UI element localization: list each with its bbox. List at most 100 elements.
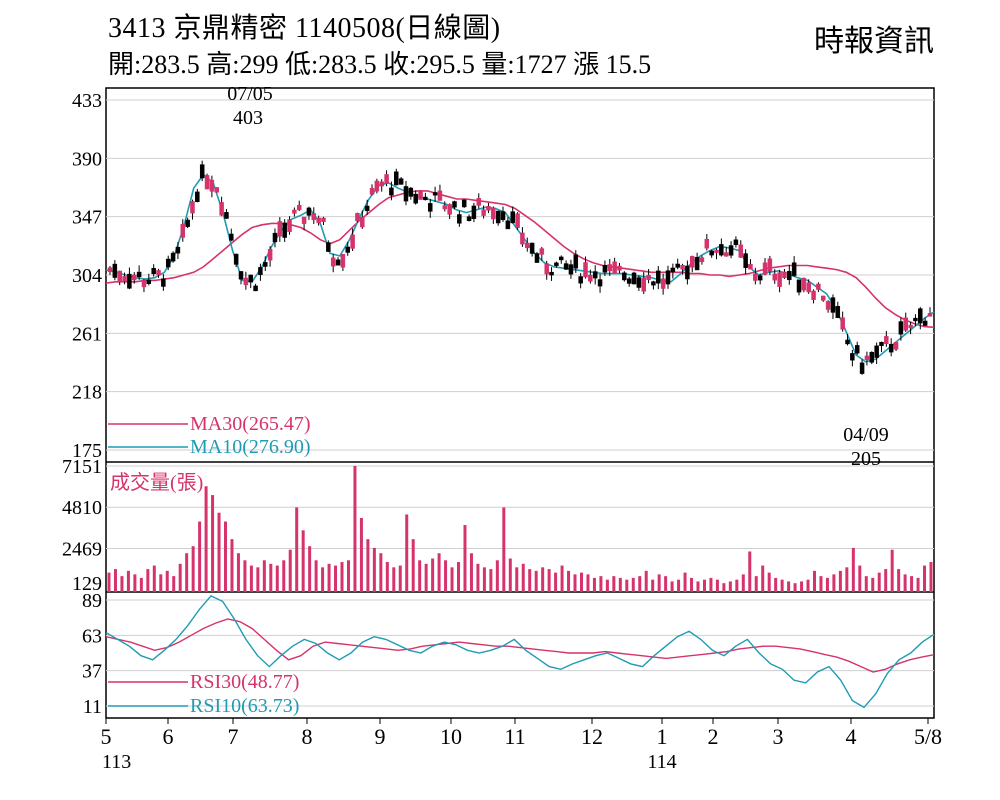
candle-body bbox=[539, 248, 545, 255]
rsi-tick-label: 63 bbox=[82, 625, 102, 647]
candle-body bbox=[214, 187, 219, 193]
candle-body bbox=[326, 242, 331, 252]
candle-body bbox=[622, 272, 627, 281]
volume-bar bbox=[709, 577, 713, 592]
candle-body bbox=[636, 277, 642, 288]
candle-body bbox=[811, 290, 816, 300]
volume-bar bbox=[702, 579, 706, 592]
low-value-label: 205 bbox=[851, 448, 881, 470]
candle-body bbox=[573, 254, 579, 269]
candle-body bbox=[141, 279, 147, 288]
volume-bar bbox=[165, 570, 169, 592]
candle-body bbox=[190, 201, 195, 214]
volume-bar bbox=[735, 579, 739, 592]
volume-bar bbox=[554, 572, 558, 592]
candle-body bbox=[311, 213, 317, 221]
candle-body bbox=[709, 250, 714, 256]
volume-bar bbox=[249, 565, 253, 592]
candle-body bbox=[699, 257, 705, 263]
candle-body bbox=[893, 342, 899, 350]
candle-body bbox=[864, 355, 870, 360]
volume-bar bbox=[897, 569, 901, 592]
candle-body bbox=[389, 187, 394, 196]
candle-body bbox=[384, 174, 389, 184]
x-tick-label: 4 bbox=[846, 724, 857, 749]
volume-bar bbox=[450, 567, 454, 592]
volume-bar bbox=[748, 551, 752, 592]
candle-body bbox=[282, 222, 287, 238]
candle-body bbox=[884, 336, 889, 344]
volume-bar bbox=[295, 507, 299, 592]
x-tick-label: 9 bbox=[375, 724, 386, 749]
volume-bar bbox=[411, 539, 415, 592]
candle-body bbox=[806, 282, 811, 293]
volume-bar bbox=[243, 560, 247, 592]
candle-body bbox=[801, 277, 807, 291]
candle-body bbox=[782, 271, 787, 279]
volume-bar bbox=[146, 569, 150, 592]
candle-body bbox=[476, 198, 482, 206]
candle-body bbox=[136, 271, 142, 278]
candle-body bbox=[922, 320, 928, 326]
candle-body bbox=[714, 249, 719, 254]
volume-bar bbox=[275, 565, 279, 592]
volume-bar bbox=[178, 563, 182, 592]
volume-bar bbox=[715, 579, 719, 592]
volume-bar bbox=[728, 581, 732, 592]
candle-body bbox=[903, 317, 908, 331]
volume-bar bbox=[832, 574, 836, 592]
candle-body bbox=[481, 209, 486, 216]
candle-body bbox=[306, 207, 312, 216]
volume-bar bbox=[211, 495, 215, 592]
candle-body bbox=[816, 283, 821, 290]
candle-body bbox=[437, 190, 443, 201]
rsi-line-rsi30 bbox=[105, 618, 935, 673]
source-label: 時報資訊 bbox=[814, 25, 934, 58]
candle-body bbox=[796, 279, 802, 293]
volume-bar bbox=[139, 577, 143, 592]
candle-body bbox=[694, 257, 700, 271]
volume-bar bbox=[890, 549, 894, 592]
volume-bar bbox=[113, 569, 117, 592]
volume-bar bbox=[910, 576, 914, 592]
volume-bar bbox=[696, 581, 700, 592]
candle-body bbox=[229, 233, 234, 241]
volume-bar bbox=[282, 560, 286, 592]
candle-body bbox=[209, 179, 215, 192]
candle-body bbox=[466, 216, 472, 221]
candle-body bbox=[704, 238, 710, 249]
volume-bar bbox=[683, 572, 687, 592]
volume-bar bbox=[806, 579, 810, 592]
volume-bar bbox=[664, 576, 668, 592]
candle-body bbox=[107, 267, 113, 273]
rsi-legend-label: RSI30(48.77) bbox=[190, 671, 299, 693]
candle-body bbox=[588, 274, 593, 282]
x-tick-label: 11 bbox=[504, 724, 525, 749]
candle-body bbox=[345, 246, 351, 253]
volume-bar bbox=[437, 553, 441, 592]
volume-bar bbox=[230, 539, 234, 592]
volume-bar bbox=[521, 563, 525, 592]
candle-body bbox=[888, 343, 894, 353]
candle-body bbox=[874, 345, 879, 358]
candle-body bbox=[719, 244, 724, 256]
candle-body bbox=[243, 277, 249, 286]
volume-bar bbox=[495, 560, 499, 592]
rsi-tick-label: 89 bbox=[82, 590, 102, 612]
volume-bar bbox=[677, 579, 681, 592]
volume-bar bbox=[346, 560, 350, 592]
candle-body bbox=[748, 263, 753, 270]
volume-bar bbox=[418, 560, 422, 592]
candle-body bbox=[296, 205, 302, 211]
price-tick-label: 347 bbox=[72, 207, 102, 229]
candle-body bbox=[403, 186, 409, 202]
volume-bar bbox=[224, 521, 228, 592]
candle-body bbox=[787, 271, 792, 281]
volume-bar bbox=[236, 553, 240, 592]
x-tick-label: 5/8 bbox=[914, 724, 942, 749]
candle-body bbox=[369, 188, 375, 195]
candle-body bbox=[340, 253, 346, 268]
candle-body bbox=[258, 267, 263, 275]
volume-bar bbox=[120, 576, 124, 592]
ma-legend-label: MA10(276.90) bbox=[190, 436, 311, 458]
